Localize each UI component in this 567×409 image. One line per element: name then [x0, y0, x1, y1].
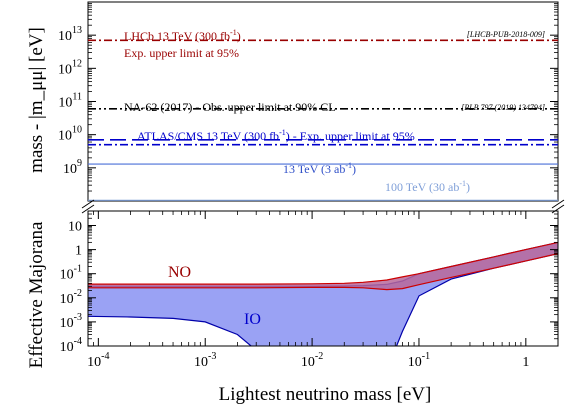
lhcb-label-line2: Exp. upper limit at 95%: [124, 46, 239, 60]
upper-y-tick-label: 1012: [58, 58, 82, 77]
x-tick-label: 10-3: [194, 351, 216, 370]
na62-reference: [PLB 797 (2019) 134794]: [461, 103, 545, 112]
lower-y-axis-title: Effective Majorana: [26, 221, 47, 368]
lhcb-label: LHCb 13 TeV (300 fb-1): [124, 28, 241, 43]
lower-y-tick-label: 10: [68, 220, 82, 235]
upper-y-tick-label: 109: [63, 158, 82, 177]
axis-break-marks: [81, 199, 565, 214]
lower-y-tick-label: 10-1: [60, 264, 82, 283]
lower-y-tick-label: 10-4: [60, 336, 82, 355]
x-tick-label: 10-4: [87, 351, 109, 370]
io-label: IO: [244, 311, 261, 328]
lhcb-reference: [LHCB-PUB-2018-009]: [467, 30, 545, 39]
band-io: [88, 242, 558, 346]
upper-limit-lines: [88, 39, 558, 201]
lower-y-tick-label: 10-2: [60, 288, 82, 307]
atlas-cms-label: ATLAS/CMS 13 TeV (300 fb-1) - Exp. upper…: [137, 128, 415, 143]
lower-axes: 10-4 10-3 10-2 10-1 1 10 10-4 10-3 10-2 10-1 1: [60, 211, 558, 370]
x-tick-label: 10-1: [408, 351, 430, 370]
13tev-3ab-label: 13 TeV (3 ab-1): [283, 161, 356, 176]
100tev-30ab-label: 100 TeV (30 ab-1): [385, 179, 470, 194]
lower-bands: [88, 241, 558, 346]
upper-y-tick-label: 1010: [58, 125, 82, 144]
band-no-lower-edge: [88, 253, 558, 291]
x-tick-label: 1: [522, 355, 529, 370]
upper-y-tick-label: 1011: [58, 92, 82, 111]
lower-y-tick-label: 1: [75, 244, 82, 259]
x-axis-title: Lightest neutrino mass [eV]: [219, 384, 432, 405]
upper-y-axis-title: mass - |m_μμ| [eV]: [26, 27, 47, 173]
x-tick-label: 10-2: [301, 351, 323, 370]
upper-y-tick-label: 1013: [58, 25, 82, 44]
band-no: [88, 242, 558, 290]
no-label: NO: [168, 264, 191, 281]
upper-panel: 109 1010 1011 1012 1013 LHCb 13 TeV (300 fb-…: [58, 1, 559, 202]
band-no-upper-edge: [88, 241, 558, 285]
upper-y-axis: 109 1010 1011 1012 1013: [58, 3, 558, 192]
band-io-lower-edge: [88, 253, 558, 346]
lower-y-tick-label: 10-3: [60, 312, 82, 331]
na62-label: NA-62 (2017) - Obs. upper limit at 90% C…: [124, 100, 336, 114]
